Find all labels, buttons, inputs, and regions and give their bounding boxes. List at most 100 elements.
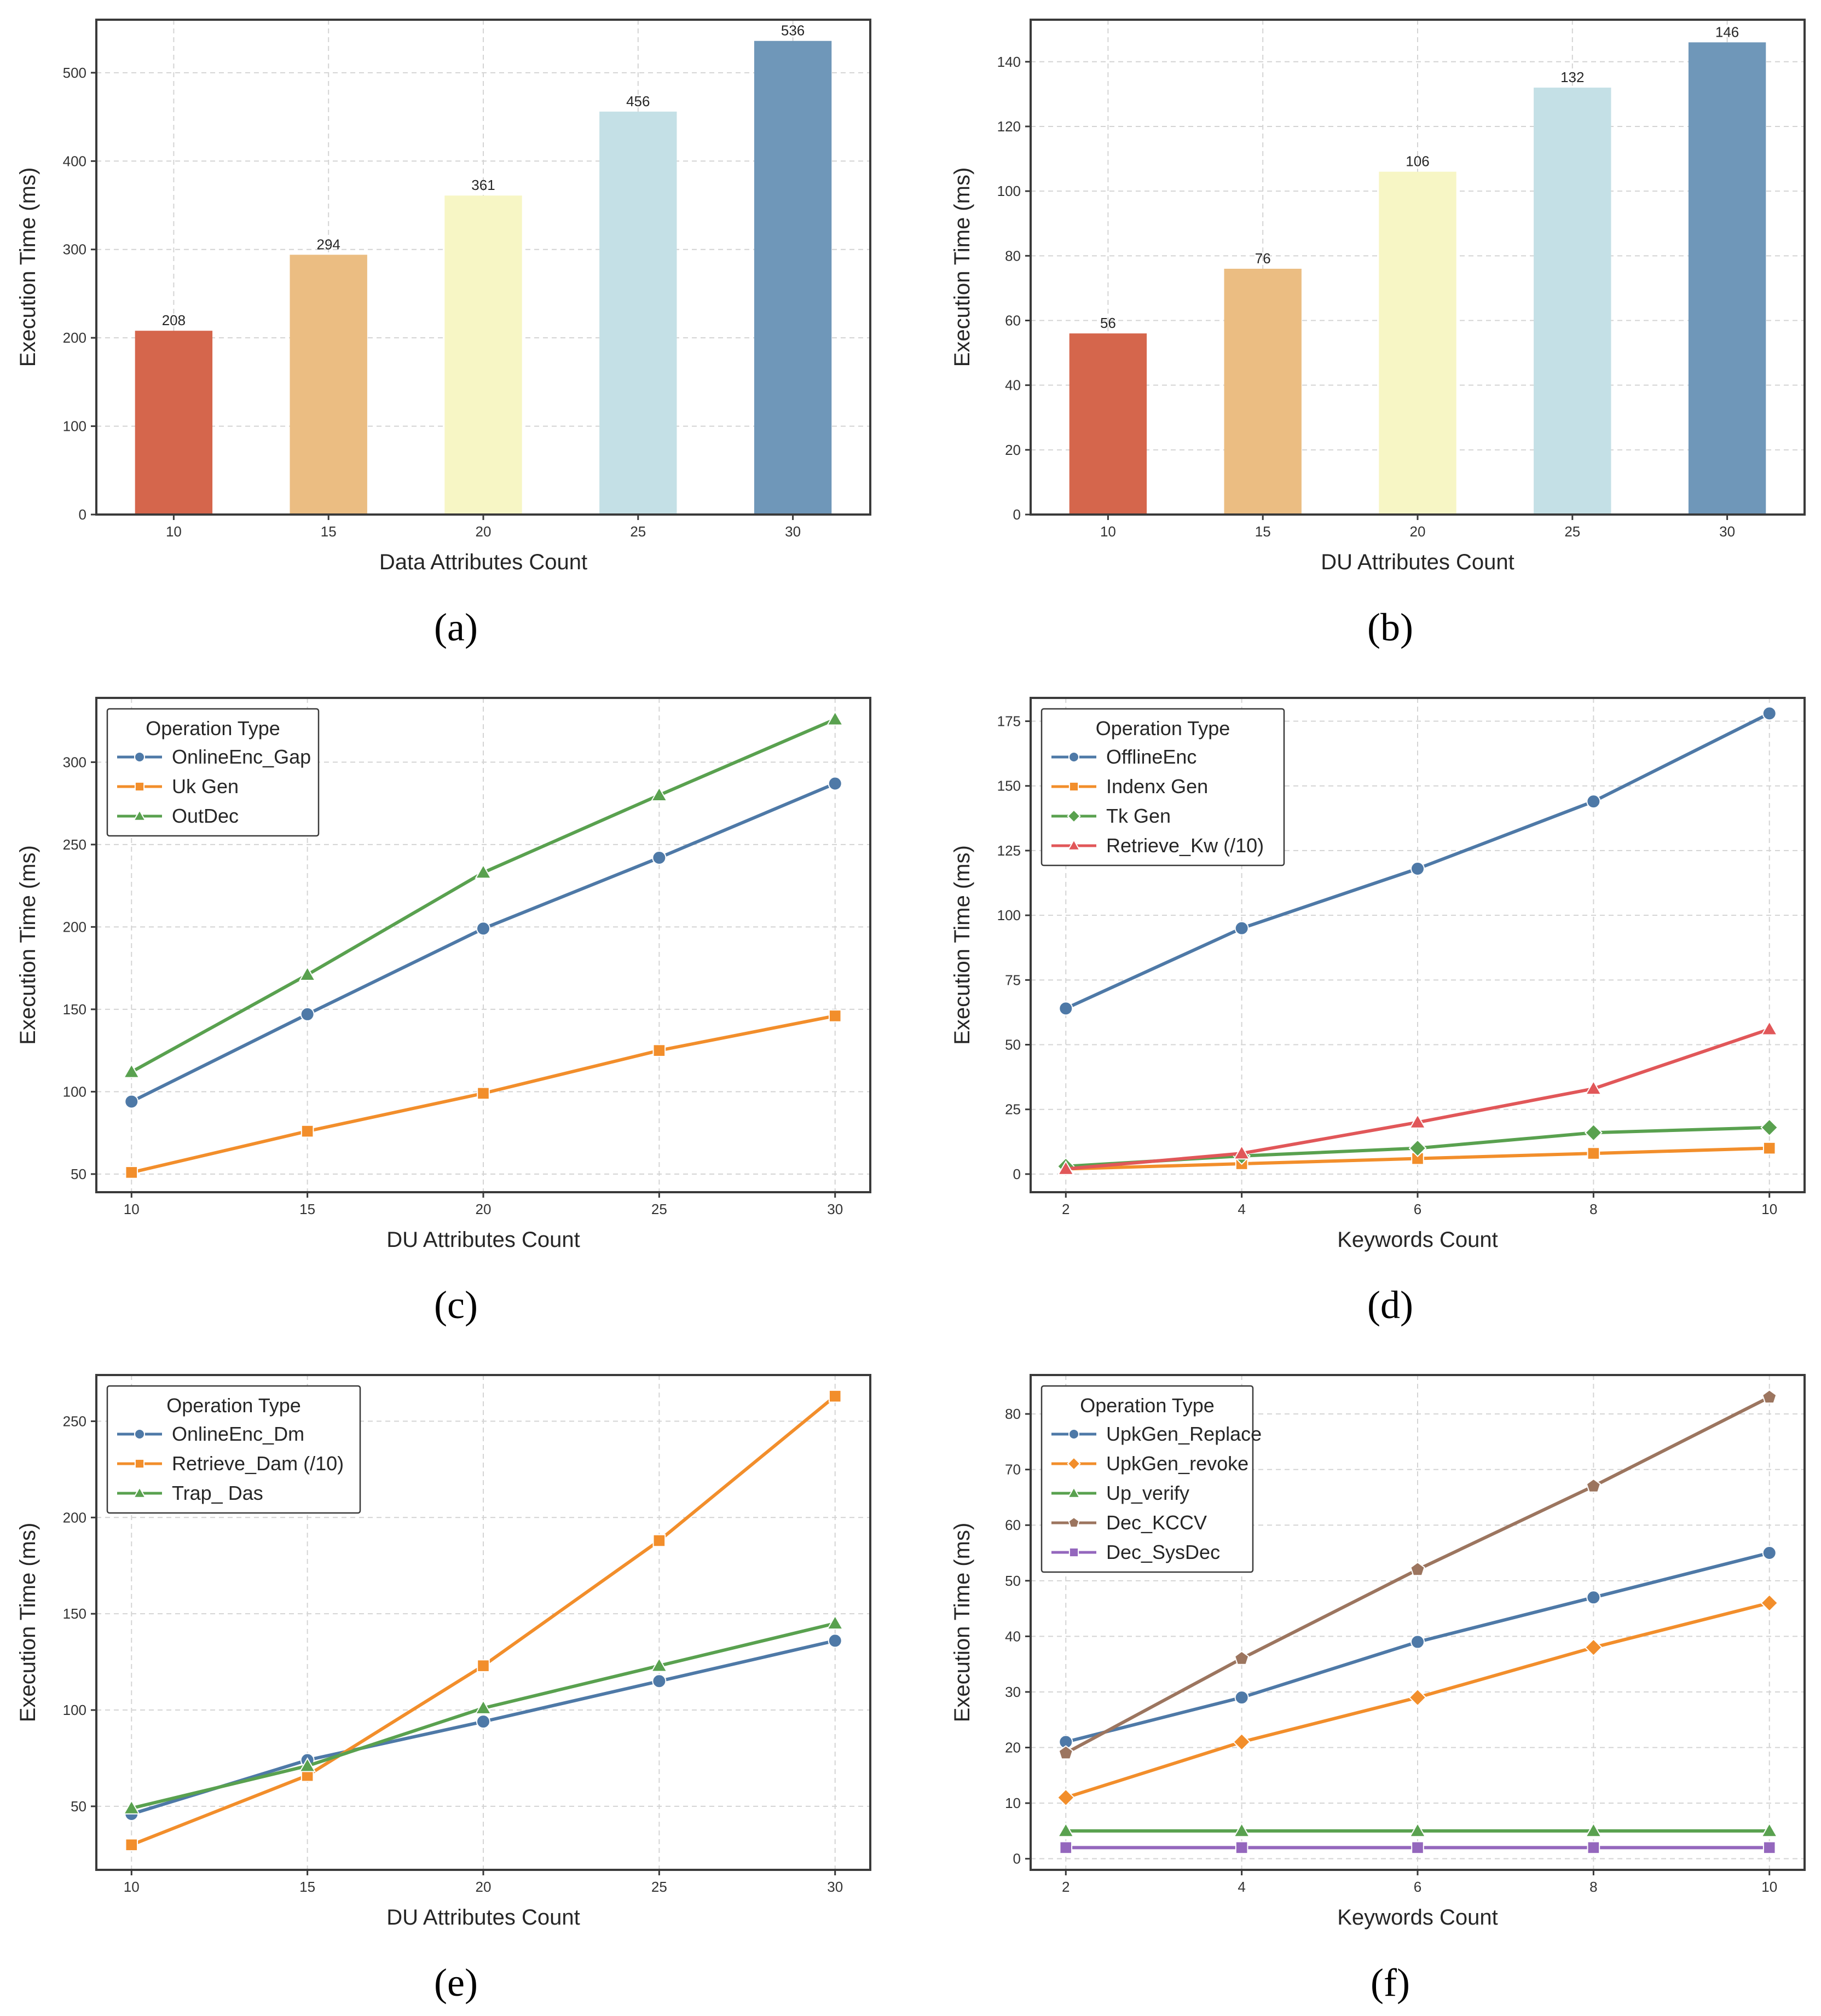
y-tick-label: 500: [63, 65, 86, 81]
bar-10: [135, 331, 213, 515]
x-tick-label: 20: [476, 523, 492, 540]
legend: Operation Type OfflineEnc Indenx Gen Tk Gen…: [1040, 708, 1285, 867]
x-tick-label: 2: [1062, 1879, 1070, 1895]
y-tick-label: 120: [997, 118, 1021, 135]
x-tick-label: 25: [651, 1879, 667, 1895]
legend-swatch-marker: [1067, 839, 1081, 851]
legend-entry-label: Up_verify: [1106, 1482, 1189, 1504]
legend: Operation Type UpkGen_Replace UpkGen_revok…: [1040, 1385, 1262, 1573]
data-point: [1234, 1690, 1249, 1705]
y-tick-label: 200: [63, 919, 86, 935]
panel-caption: (c): [434, 1283, 478, 1327]
data-point: [1760, 1118, 1779, 1137]
data-point: [1586, 1478, 1602, 1493]
data-point: [476, 921, 490, 936]
bar-25: [599, 111, 677, 515]
data-point: [826, 1614, 844, 1630]
legend-swatch-marker: [1068, 1547, 1079, 1558]
legend-entry-label: Trap_ Das: [172, 1482, 263, 1504]
x-tick-label: 6: [1414, 1201, 1421, 1217]
y-tick-label: 10: [1005, 1795, 1021, 1811]
legend-entry-label: Retrieve_Dam (/10): [172, 1452, 344, 1475]
data-point: [826, 710, 844, 726]
legend-title: Operation Type: [1080, 1394, 1215, 1417]
y-axis-label: Execution Time (ms): [950, 1523, 974, 1723]
series-Trap_ Das: [123, 1614, 844, 1815]
data-point: [652, 1044, 666, 1057]
x-axis-label: Keywords Count: [1337, 1228, 1498, 1252]
data-point: [1586, 794, 1601, 809]
x-axis-label: DU Attributes Count: [386, 1905, 580, 1930]
x-tick-label: 25: [651, 1201, 667, 1217]
data-point: [1760, 1594, 1779, 1612]
data-point: [652, 1674, 667, 1689]
y-tick-label: 0: [1013, 506, 1021, 523]
legend-swatch-marker: [134, 781, 145, 792]
chart-panel-f: 0 10 20 30 40 50 60 70 80 2 4 6 8 10 Keywords Count Exe…: [950, 1374, 1806, 2005]
data-point: [652, 1534, 666, 1547]
data-point: [300, 1007, 315, 1021]
data-point: [1762, 706, 1777, 721]
y-tick-label: 75: [1005, 972, 1021, 988]
y-tick-label: 150: [63, 1605, 86, 1622]
series-UpkGen_revoke: [1056, 1594, 1779, 1807]
data-point: [1762, 1141, 1776, 1155]
y-tick-label: 60: [1005, 312, 1021, 328]
x-tick-label: 25: [1564, 523, 1580, 540]
data-point: [477, 1659, 490, 1672]
data-point: [1233, 1732, 1251, 1751]
x-tick-label: 15: [321, 523, 337, 540]
legend-swatch-marker: [134, 1429, 145, 1440]
data-point: [1059, 1841, 1073, 1855]
y-tick-label: 125: [997, 842, 1021, 859]
x-tick-label: 6: [1414, 1879, 1421, 1895]
panel-caption: (e): [434, 1961, 478, 2005]
data-point: [828, 1389, 842, 1403]
y-axis-label: Execution Time (ms): [16, 167, 40, 367]
series-UpkGen_Replace: [1059, 1546, 1777, 1749]
data-point: [1408, 1139, 1427, 1158]
data-point: [1057, 1822, 1074, 1838]
x-tick-label: 8: [1589, 1201, 1597, 1217]
panel-caption: (a): [434, 605, 478, 649]
y-tick-label: 175: [997, 713, 1021, 730]
y-tick-label: 80: [1005, 1406, 1021, 1422]
data-point: [1059, 1001, 1073, 1016]
x-axis-label: DU Attributes Count: [1321, 550, 1514, 574]
y-tick-label: 60: [1005, 1517, 1021, 1533]
bar-20: [444, 195, 522, 515]
legend-entry-label: OnlineEnc_Dm: [172, 1423, 304, 1445]
data-point: [123, 1063, 140, 1078]
x-tick-label: 20: [1410, 523, 1426, 540]
series-Uk Gen: [125, 1009, 842, 1179]
x-tick-label: 30: [827, 1879, 843, 1895]
y-tick-label: 150: [63, 1001, 86, 1018]
legend: Operation Type OnlineEnc_Dm Retrieve_Dam (…: [106, 1385, 361, 1514]
y-tick-label: 200: [63, 330, 86, 346]
legend-entry-label: Tk Gen: [1106, 805, 1171, 827]
y-tick-label: 300: [63, 241, 86, 258]
data-point: [1761, 1822, 1778, 1838]
y-tick-label: 40: [1005, 377, 1021, 394]
series-Retrieve_Kw (/10): [1057, 1020, 1778, 1175]
y-tick-label: 50: [1005, 1037, 1021, 1053]
panel-caption: (b): [1367, 605, 1413, 649]
legend-entry-label: Indenx Gen: [1106, 775, 1208, 798]
bar-value-label: 536: [781, 22, 805, 39]
y-tick-label: 50: [1005, 1573, 1021, 1589]
data-point: [1409, 1822, 1426, 1838]
data-point: [1235, 1841, 1248, 1855]
data-point: [1587, 1147, 1600, 1160]
y-axis-label: Execution Time (ms): [950, 845, 974, 1045]
x-tick-label: 10: [1761, 1879, 1777, 1895]
data-point: [1585, 1822, 1602, 1838]
legend-title: Operation Type: [166, 1394, 301, 1417]
x-tick-label: 10: [124, 1201, 140, 1217]
data-point: [1584, 1638, 1603, 1657]
x-tick-label: 10: [124, 1879, 140, 1895]
data-point: [1586, 1590, 1601, 1605]
y-tick-label: 400: [63, 153, 86, 169]
data-point: [652, 850, 667, 865]
series-OfflineEnc: [1059, 706, 1777, 1016]
